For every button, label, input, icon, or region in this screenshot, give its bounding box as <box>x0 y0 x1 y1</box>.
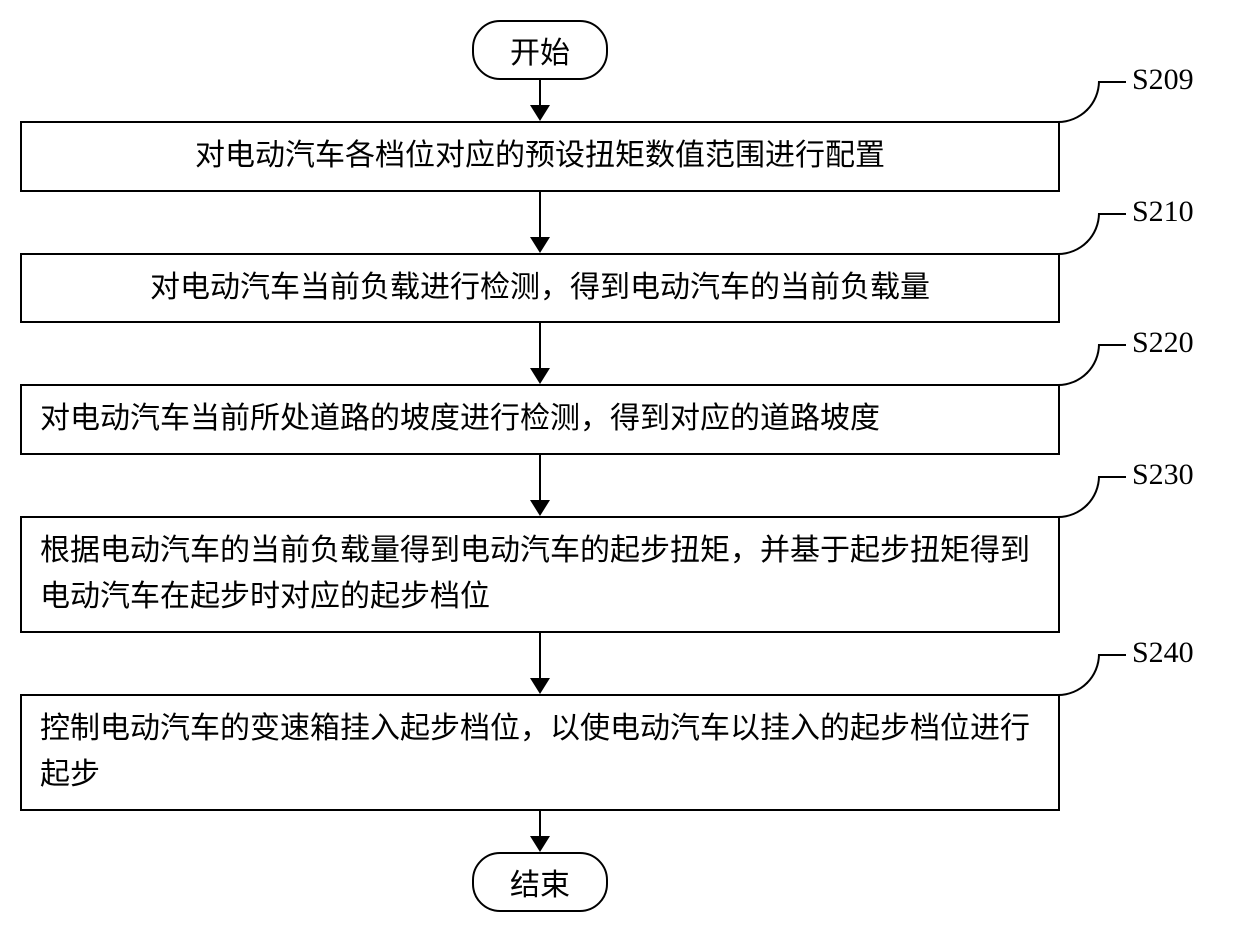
process-text: 控制电动汽车的变速箱挂入起步档位，以使电动汽车以挂入的起步档位进行起步 <box>40 712 1030 792</box>
step-id-label: S210 <box>1132 195 1194 229</box>
connector-curve <box>1058 81 1100 123</box>
end-label: 结束 <box>510 869 570 902</box>
flowchart-column: 开始 对电动汽车各档位对应的预设扭矩数值范围进行配置 对电动汽车当前负载进行检测… <box>20 20 1060 912</box>
process-step: 对电动汽车各档位对应的预设扭矩数值范围进行配置 <box>20 121 1060 192</box>
arrow-head-icon <box>530 368 550 384</box>
arrow <box>530 633 550 694</box>
arrow-line <box>539 633 542 679</box>
arrow <box>530 192 550 253</box>
connector-line <box>1098 81 1126 83</box>
connector-line <box>1098 213 1126 215</box>
step-id-label: S220 <box>1132 326 1194 360</box>
arrow <box>530 323 550 384</box>
arrow-head-icon <box>530 105 550 121</box>
end-terminal: 结束 <box>472 852 608 912</box>
arrow <box>530 811 550 852</box>
arrow-line <box>539 192 542 238</box>
process-step: 对电动汽车当前所处道路的坡度进行检测，得到对应的道路坡度 <box>20 384 1060 455</box>
arrow-head-icon <box>530 237 550 253</box>
start-terminal: 开始 <box>472 20 608 80</box>
process-step: 控制电动汽车的变速箱挂入起步档位，以使电动汽车以挂入的起步档位进行起步 <box>20 694 1060 811</box>
connector-line <box>1098 476 1126 478</box>
arrow-head-icon <box>530 836 550 852</box>
process-text: 对电动汽车当前所处道路的坡度进行检测，得到对应的道路坡度 <box>40 402 880 435</box>
connector-curve <box>1058 213 1100 255</box>
connector-curve <box>1058 654 1100 696</box>
process-text: 对电动汽车当前负载进行检测，得到电动汽车的当前负载量 <box>150 271 930 304</box>
process-text: 根据电动汽车的当前负载量得到电动汽车的起步扭矩，并基于起步扭矩得到电动汽车在起步… <box>40 534 1030 614</box>
arrow-head-icon <box>530 500 550 516</box>
connector-curve <box>1058 344 1100 386</box>
process-step: 根据电动汽车的当前负载量得到电动汽车的起步扭矩，并基于起步扭矩得到电动汽车在起步… <box>20 516 1060 633</box>
connector-line <box>1098 344 1126 346</box>
arrow-line <box>539 811 542 837</box>
step-id-label: S230 <box>1132 458 1194 492</box>
connector-line <box>1098 654 1126 656</box>
arrow-line <box>539 80 542 106</box>
arrow-head-icon <box>530 678 550 694</box>
step-id-label: S240 <box>1132 636 1194 670</box>
process-step: 对电动汽车当前负载进行检测，得到电动汽车的当前负载量 <box>20 253 1060 324</box>
arrow-line <box>539 323 542 369</box>
arrow <box>530 80 550 121</box>
arrow-line <box>539 455 542 501</box>
start-label: 开始 <box>510 37 570 70</box>
arrow <box>530 455 550 516</box>
process-text: 对电动汽车各档位对应的预设扭矩数值范围进行配置 <box>195 139 885 172</box>
step-id-label: S209 <box>1132 63 1194 97</box>
flowchart-diagram: 开始 对电动汽车各档位对应的预设扭矩数值范围进行配置 对电动汽车当前负载进行检测… <box>20 20 1220 912</box>
connector-curve <box>1058 476 1100 518</box>
